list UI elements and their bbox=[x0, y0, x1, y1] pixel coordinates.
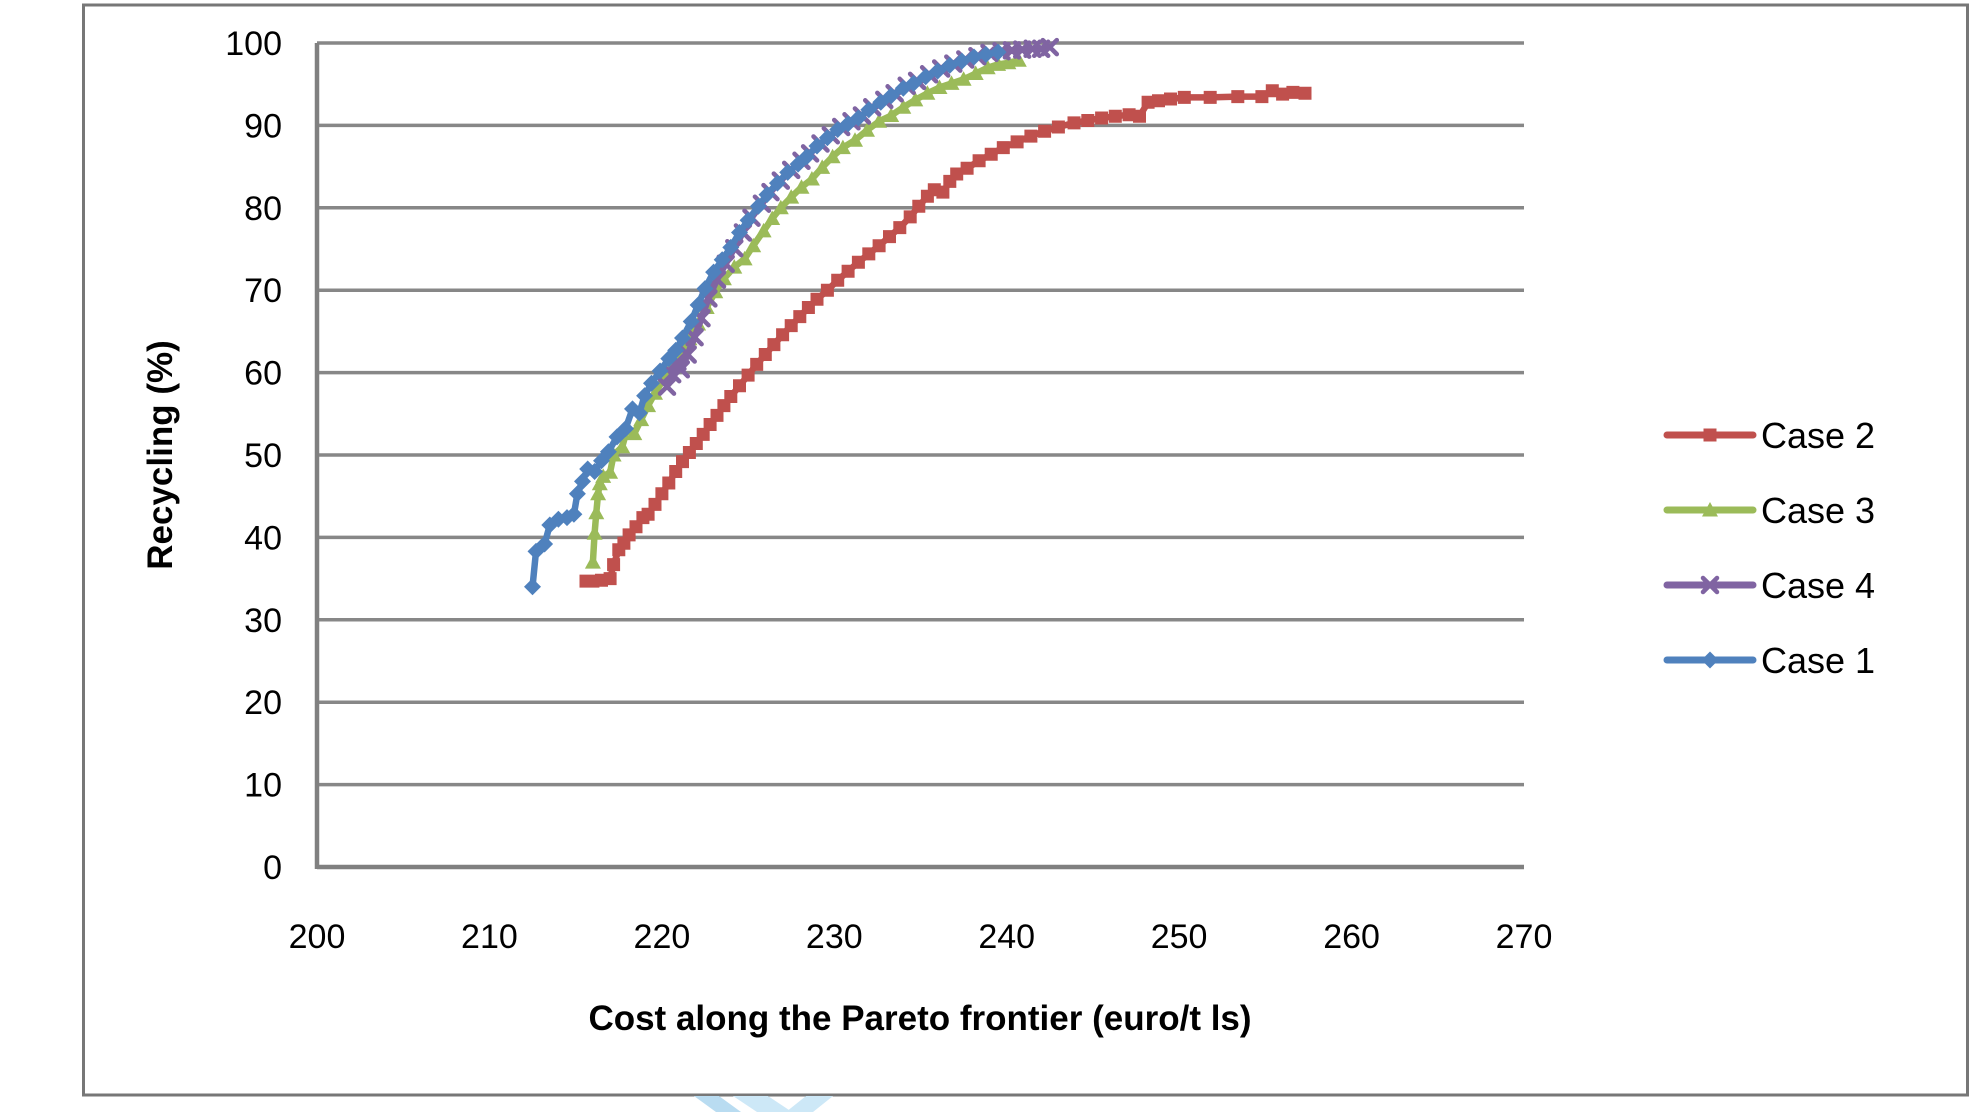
legend-marker-square bbox=[1703, 428, 1717, 442]
x-tick-label: 250 bbox=[1151, 918, 1208, 956]
x-axis-title: Cost along the Pareto frontier (euro/t l… bbox=[588, 999, 1251, 1038]
legend-label: Case 2 bbox=[1761, 415, 1875, 456]
y-tick-label: 10 bbox=[244, 767, 282, 805]
y-tick-label: 90 bbox=[244, 107, 282, 145]
y-tick-label: 0 bbox=[263, 849, 282, 887]
y-tick-label: 60 bbox=[244, 355, 282, 393]
series-markers-case-2 bbox=[579, 84, 1312, 588]
legend-marker-triangle bbox=[1702, 502, 1718, 517]
y-tick-label: 80 bbox=[244, 190, 282, 228]
x-tick-label: 230 bbox=[806, 918, 863, 956]
x-tick-label: 210 bbox=[461, 918, 518, 956]
y-tick-label: 30 bbox=[244, 602, 282, 640]
y-tick-label: 40 bbox=[244, 519, 282, 557]
y-tick-label: 50 bbox=[244, 437, 282, 475]
y-axis-title: Recycling (%) bbox=[141, 340, 180, 570]
legend-label: Case 4 bbox=[1761, 565, 1875, 606]
x-tick-label: 270 bbox=[1496, 918, 1553, 956]
chart-frame bbox=[82, 3, 1969, 1097]
x-tick-label: 260 bbox=[1323, 918, 1380, 956]
y-tick-label: 20 bbox=[244, 684, 282, 722]
x-tick-label: 220 bbox=[634, 918, 691, 956]
watermark bbox=[694, 1096, 833, 1112]
y-tick-label: 70 bbox=[244, 272, 282, 310]
legend-label: Case 1 bbox=[1761, 640, 1875, 681]
x-tick-label: 200 bbox=[289, 918, 346, 956]
legend-label: Case 3 bbox=[1761, 490, 1875, 531]
legend-marker-diamond bbox=[1701, 651, 1719, 669]
x-tick-label: 240 bbox=[978, 918, 1035, 956]
y-tick-label: 100 bbox=[225, 25, 282, 63]
legend-marker-x bbox=[1700, 575, 1720, 595]
